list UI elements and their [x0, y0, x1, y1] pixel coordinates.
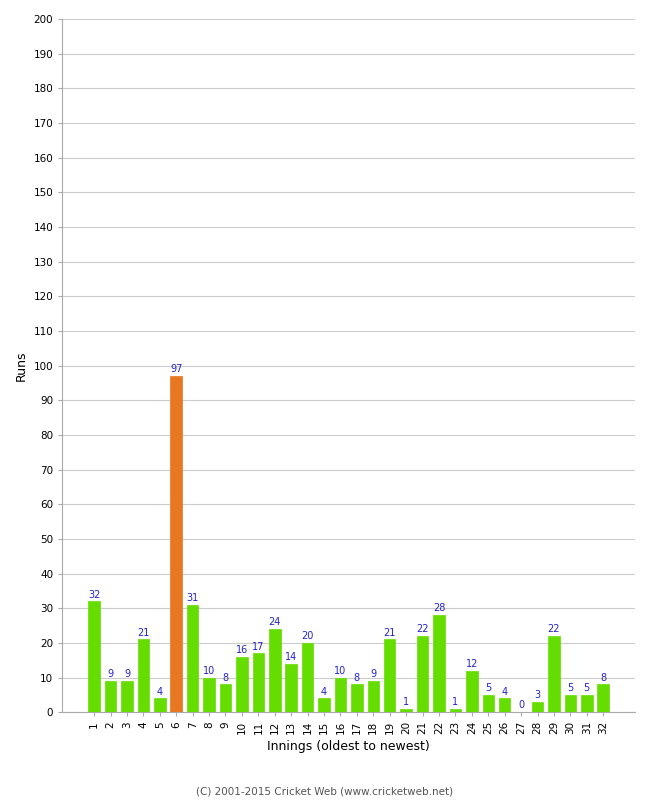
- Bar: [532, 702, 543, 712]
- Bar: [499, 698, 510, 712]
- Bar: [581, 695, 593, 712]
- Text: 20: 20: [302, 631, 314, 641]
- Text: 9: 9: [124, 670, 130, 679]
- Bar: [466, 670, 478, 712]
- Text: 22: 22: [548, 624, 560, 634]
- Text: 17: 17: [252, 642, 265, 651]
- Text: 31: 31: [187, 593, 199, 603]
- Bar: [302, 643, 313, 712]
- Text: 16: 16: [236, 645, 248, 655]
- Text: 0: 0: [518, 701, 524, 710]
- Text: 10: 10: [334, 666, 346, 676]
- Text: (C) 2001-2015 Cricket Web (www.cricketweb.net): (C) 2001-2015 Cricket Web (www.cricketwe…: [196, 786, 454, 796]
- Text: 9: 9: [107, 670, 114, 679]
- Text: 22: 22: [416, 624, 429, 634]
- Bar: [548, 636, 560, 712]
- Bar: [154, 698, 166, 712]
- Text: 8: 8: [600, 673, 606, 682]
- Text: 5: 5: [584, 683, 590, 693]
- Bar: [187, 605, 198, 712]
- Text: 8: 8: [354, 673, 360, 682]
- Text: 4: 4: [502, 686, 508, 697]
- Text: 32: 32: [88, 590, 100, 599]
- Bar: [220, 685, 231, 712]
- Bar: [351, 685, 363, 712]
- Text: 12: 12: [465, 659, 478, 669]
- Bar: [450, 709, 461, 712]
- Bar: [236, 657, 248, 712]
- Text: 9: 9: [370, 670, 376, 679]
- Bar: [335, 678, 346, 712]
- Text: 21: 21: [137, 628, 150, 638]
- Text: 5: 5: [485, 683, 491, 693]
- Bar: [269, 629, 281, 712]
- Bar: [434, 615, 445, 712]
- Bar: [203, 678, 214, 712]
- Text: 4: 4: [157, 686, 163, 697]
- Text: 21: 21: [384, 628, 396, 638]
- Bar: [285, 664, 297, 712]
- Text: 1: 1: [452, 697, 458, 707]
- Text: 10: 10: [203, 666, 215, 676]
- Text: 8: 8: [222, 673, 229, 682]
- Text: 28: 28: [433, 603, 445, 614]
- Text: 97: 97: [170, 364, 183, 374]
- Bar: [138, 639, 149, 712]
- Text: 1: 1: [403, 697, 410, 707]
- Bar: [597, 685, 609, 712]
- Bar: [318, 698, 330, 712]
- Bar: [121, 681, 133, 712]
- X-axis label: Innings (oldest to newest): Innings (oldest to newest): [267, 740, 430, 753]
- Text: 14: 14: [285, 652, 297, 662]
- Bar: [367, 681, 379, 712]
- Text: 5: 5: [567, 683, 573, 693]
- Text: 24: 24: [268, 618, 281, 627]
- Bar: [253, 654, 264, 712]
- Bar: [482, 695, 494, 712]
- Bar: [88, 602, 100, 712]
- Bar: [565, 695, 576, 712]
- Text: 3: 3: [534, 690, 541, 700]
- Text: 4: 4: [321, 686, 327, 697]
- Y-axis label: Runs: Runs: [15, 350, 28, 381]
- Bar: [384, 639, 395, 712]
- Bar: [400, 709, 412, 712]
- Bar: [105, 681, 116, 712]
- Bar: [170, 376, 182, 712]
- Bar: [417, 636, 428, 712]
